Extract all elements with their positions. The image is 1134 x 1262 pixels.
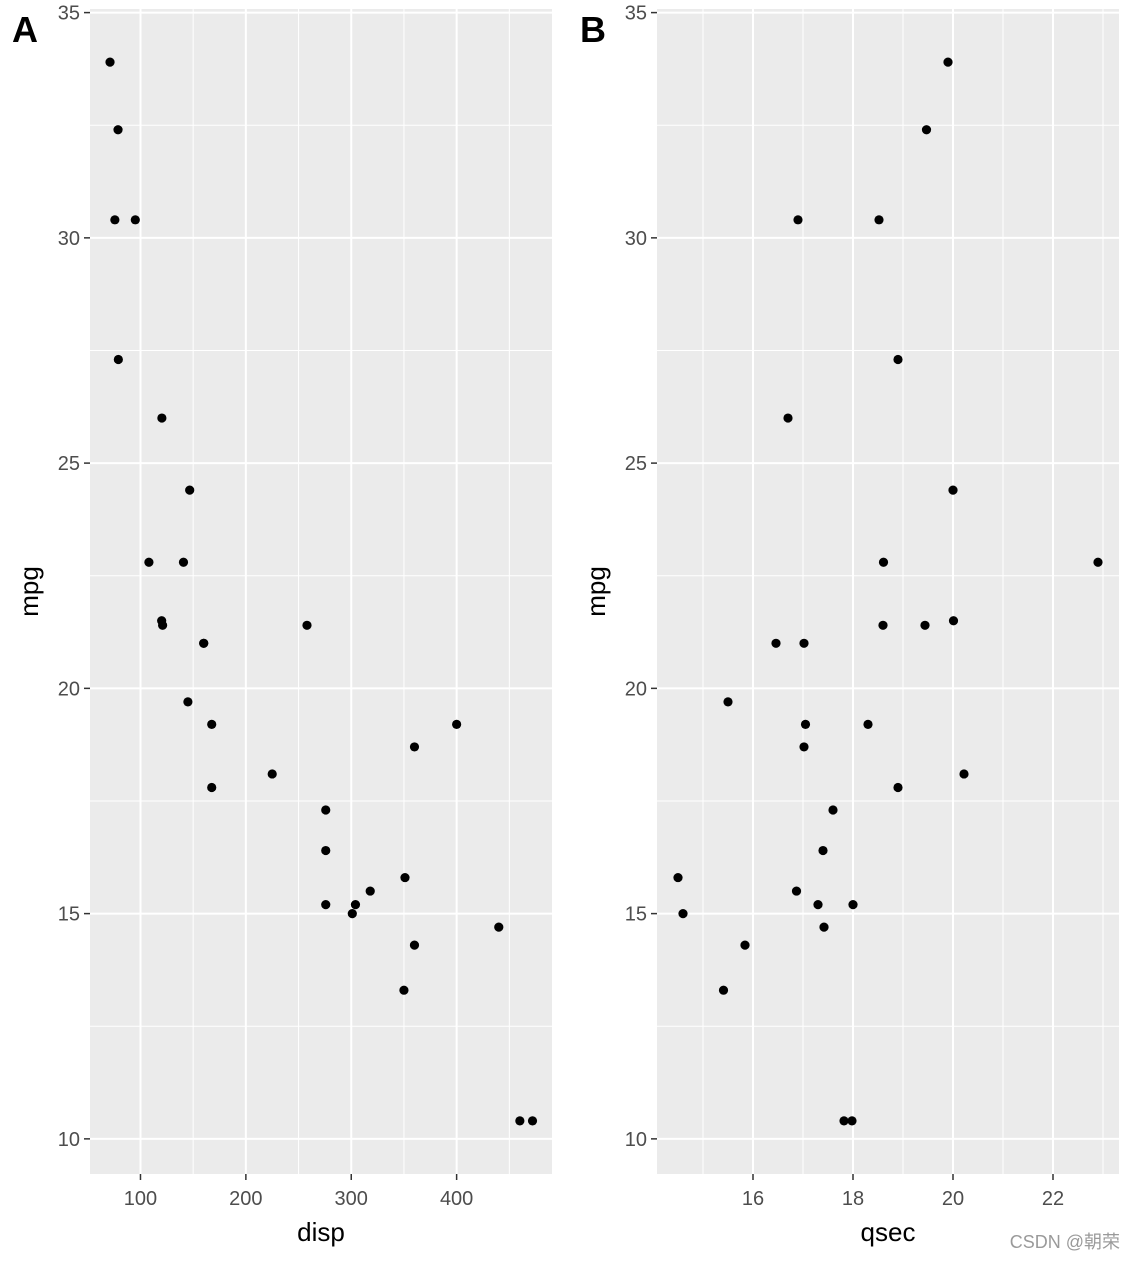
x-tick-label: 16 — [742, 1188, 764, 1210]
x-tick-label: 200 — [229, 1188, 262, 1210]
data-point — [158, 620, 168, 630]
y-tick-label: 20 — [625, 678, 647, 700]
data-point — [818, 845, 828, 856]
data-point — [848, 899, 858, 910]
data-point — [948, 616, 959, 626]
panel-tag: B — [580, 9, 606, 50]
data-point — [783, 413, 793, 423]
data-point — [178, 557, 189, 567]
data-point — [400, 872, 410, 883]
data-point — [921, 125, 932, 135]
data-point — [1093, 557, 1103, 567]
data-point — [130, 215, 140, 225]
data-point — [893, 782, 903, 793]
data-point — [207, 782, 217, 793]
data-point — [321, 899, 331, 910]
y-axis-title: mpg — [14, 566, 44, 617]
data-point — [113, 125, 123, 135]
x-tick-label: 18 — [842, 1188, 864, 1210]
x-axis-title: disp — [297, 1217, 345, 1247]
data-point — [144, 557, 154, 567]
data-point — [183, 697, 193, 707]
data-point — [207, 719, 217, 729]
data-point — [267, 769, 277, 779]
data-point — [800, 719, 811, 729]
data-point — [321, 805, 331, 815]
data-point — [399, 985, 409, 995]
data-point — [199, 638, 209, 648]
plot-background — [657, 9, 1119, 1174]
data-point — [110, 215, 120, 225]
data-point — [793, 215, 803, 225]
data-point — [718, 985, 729, 995]
data-point — [678, 909, 688, 919]
y-tick-label: 25 — [58, 453, 80, 475]
data-point — [878, 620, 888, 630]
x-tick-label: 20 — [942, 1188, 964, 1210]
watermark: CSDN @朝荣 — [1009, 1232, 1120, 1252]
y-tick-label: 30 — [625, 228, 647, 250]
panel-b: 16 18 20 22 10 15 20 25 30 35 qsec mpg B — [580, 3, 1119, 1247]
data-point — [515, 1116, 525, 1126]
data-point — [819, 922, 829, 932]
y-tick-label: 10 — [625, 1129, 647, 1151]
data-point — [813, 899, 823, 910]
data-point — [799, 742, 809, 752]
data-point — [105, 57, 115, 67]
y-tick-label: 10 — [58, 1129, 80, 1151]
y-tick-label: 35 — [58, 3, 80, 25]
x-tick-label: 100 — [124, 1188, 157, 1210]
data-point — [863, 719, 873, 729]
data-point — [347, 909, 357, 919]
data-point — [185, 485, 195, 495]
plot-background — [90, 9, 552, 1174]
data-point — [527, 1116, 538, 1126]
panel-a: 100 200 300 400 10 15 20 25 30 35 disp mpg A — [12, 3, 552, 1247]
data-point — [302, 620, 312, 630]
data-point — [452, 719, 462, 729]
x-axis-title: qsec — [861, 1217, 916, 1247]
y-tick-label: 30 — [58, 228, 80, 250]
data-point — [791, 886, 802, 896]
data-point — [799, 638, 809, 648]
data-point — [828, 805, 838, 815]
x-tick-label: 22 — [1042, 1188, 1064, 1210]
data-point — [920, 620, 930, 630]
data-point — [943, 57, 953, 67]
y-tick-label: 15 — [625, 904, 647, 926]
data-point — [948, 485, 958, 495]
data-point — [723, 697, 733, 707]
data-point — [847, 1116, 857, 1126]
data-point — [365, 886, 375, 896]
data-point — [878, 557, 889, 567]
data-point — [113, 354, 123, 365]
data-point — [157, 413, 167, 423]
data-point — [350, 899, 361, 910]
y-tick-label: 20 — [58, 678, 80, 700]
data-point — [771, 638, 781, 648]
data-point — [740, 940, 750, 950]
y-tick-label: 35 — [625, 3, 647, 25]
x-tick-label: 400 — [440, 1188, 473, 1210]
data-point — [321, 845, 331, 856]
data-point — [959, 769, 969, 779]
data-point — [409, 742, 420, 752]
data-point — [409, 940, 420, 950]
data-point — [874, 215, 884, 225]
data-point — [839, 1116, 849, 1126]
panel-tag: A — [12, 9, 38, 50]
x-tick-label: 300 — [335, 1188, 368, 1210]
data-point — [494, 922, 504, 932]
data-point — [673, 872, 683, 883]
y-axis-title: mpg — [581, 566, 611, 617]
y-tick-label: 15 — [58, 904, 80, 926]
data-point — [893, 354, 903, 365]
y-tick-label: 25 — [625, 453, 647, 475]
